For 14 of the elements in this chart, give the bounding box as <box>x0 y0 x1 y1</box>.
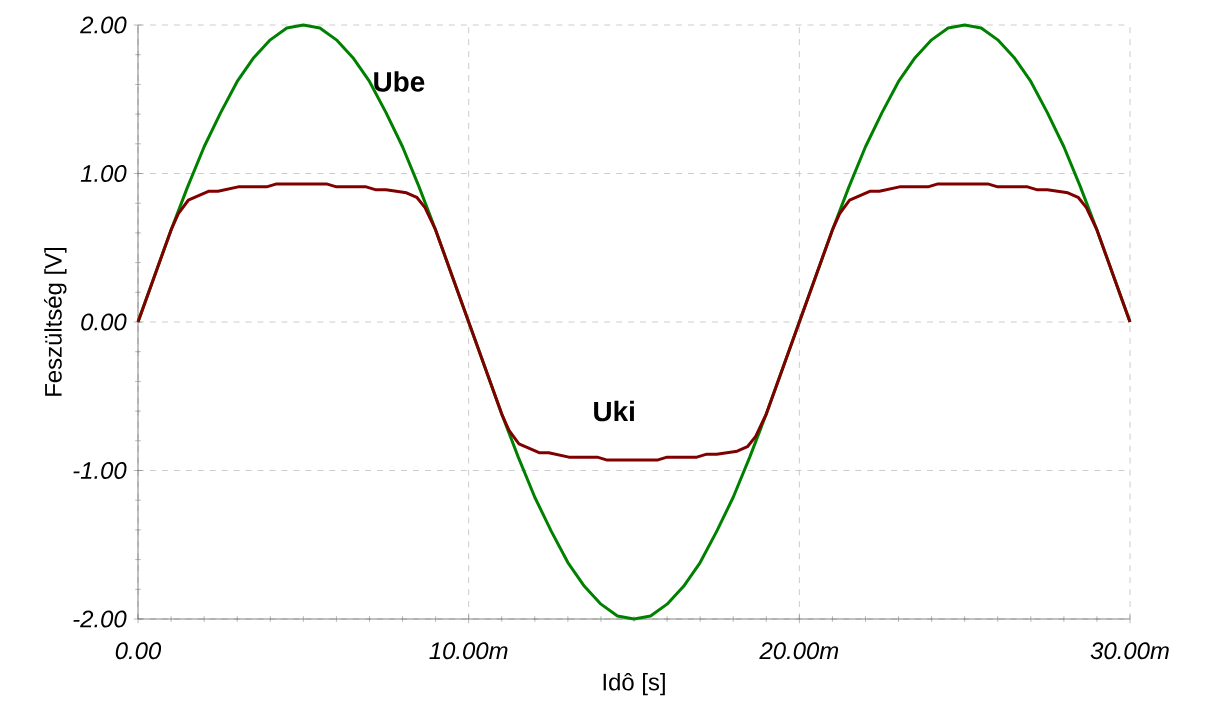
x-axis-title: Idô [s] <box>603 672 665 696</box>
y-axis-title: Feszültség [V] <box>43 247 67 396</box>
x-tick-label: 10.00m <box>429 642 508 660</box>
y-tick-label: 2.00 <box>80 16 127 34</box>
x-tick-label: 0.00 <box>115 642 162 660</box>
line-series <box>136 182 1132 462</box>
annotation: Uki <box>594 400 634 422</box>
annotation: Ube <box>374 71 425 92</box>
y-tick-label: 1.00 <box>80 165 127 182</box>
y-tick-label: -1.00 <box>73 462 127 479</box>
x-tick-label: 30.00m <box>1090 642 1169 660</box>
y-tick-label: 0.00 <box>81 313 127 331</box>
x-tick-label: 20.00m <box>759 642 839 660</box>
y-tick-label: -2.00 <box>73 610 127 628</box>
